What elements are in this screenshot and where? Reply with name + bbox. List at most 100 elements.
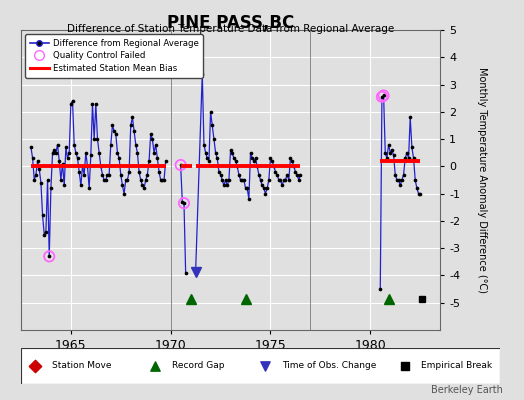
Point [378,94,386,100]
Point [180,200,188,206]
Point [138,182,147,189]
Point [75,169,83,175]
Point [108,122,117,129]
Point [118,182,127,189]
Point [113,150,122,156]
Point [105,171,113,178]
Point [242,185,250,191]
Point [379,92,388,99]
Point [294,177,303,183]
Point [218,177,226,183]
Point [395,177,403,183]
Point [389,152,398,159]
Point [391,171,399,178]
Point [220,182,228,189]
Point [396,182,405,189]
Point [198,70,206,77]
Point [100,177,108,183]
Point [86,152,95,159]
Point [261,190,270,197]
Point [135,169,143,175]
Point [383,155,391,161]
Point [123,177,132,183]
Point [256,177,265,183]
Point [233,163,242,170]
Point [160,177,168,183]
Point [37,180,45,186]
Text: Record Gap: Record Gap [172,362,224,370]
Point [376,286,385,292]
Point [249,158,258,164]
Point [273,171,281,178]
Point [78,163,86,170]
Point [263,185,271,191]
Point [106,141,115,148]
Point [265,177,273,183]
Legend: Difference from Regional Average, Quality Control Failed, Estimated Station Mean: Difference from Regional Average, Qualit… [25,34,203,78]
Point [140,185,148,191]
Point [112,130,120,137]
Point [122,177,130,183]
Point [82,150,90,156]
Point [378,94,386,100]
Point [70,141,79,148]
Point [35,166,43,172]
Point [52,150,60,156]
Point [32,171,40,178]
Point [128,114,137,120]
Point [102,177,110,183]
Point [31,363,39,369]
Point [63,155,72,161]
Point [116,171,125,178]
Point [221,177,230,183]
Point [92,100,100,107]
Point [132,141,140,148]
Point [270,163,278,170]
Point [235,171,243,178]
Point [68,98,77,104]
Point [177,162,185,168]
Point [208,122,216,129]
Point [200,141,208,148]
Point [115,155,123,161]
Point [228,150,236,156]
Point [95,150,103,156]
Point [55,158,63,164]
Text: PINE PASS,BC: PINE PASS,BC [167,14,294,32]
Point [93,136,102,142]
Point [137,177,145,183]
Point [155,169,163,175]
Text: Empirical Break: Empirical Break [421,362,493,370]
Text: Time of Obs. Change: Time of Obs. Change [282,362,377,370]
Point [145,158,153,164]
Point [285,177,293,183]
Point [50,147,59,153]
Point [266,155,275,161]
Point [286,155,294,161]
Point [103,171,112,178]
Point [414,190,423,197]
Point [148,136,157,142]
Point [60,182,69,189]
Point [72,150,80,156]
Point [258,182,266,189]
Point [83,163,92,170]
Text: Station Move: Station Move [52,362,112,370]
Point [158,177,167,183]
Point [58,160,67,167]
Point [147,130,155,137]
Point [47,185,55,191]
Point [408,144,416,150]
Point [153,155,161,161]
Point [260,185,268,191]
Point [243,185,252,191]
Point [245,196,253,202]
Point [181,270,190,276]
Point [268,158,276,164]
Point [157,177,165,183]
Point [27,144,35,150]
Point [232,158,240,164]
Point [236,177,245,183]
Point [216,171,225,178]
Point [252,155,260,161]
